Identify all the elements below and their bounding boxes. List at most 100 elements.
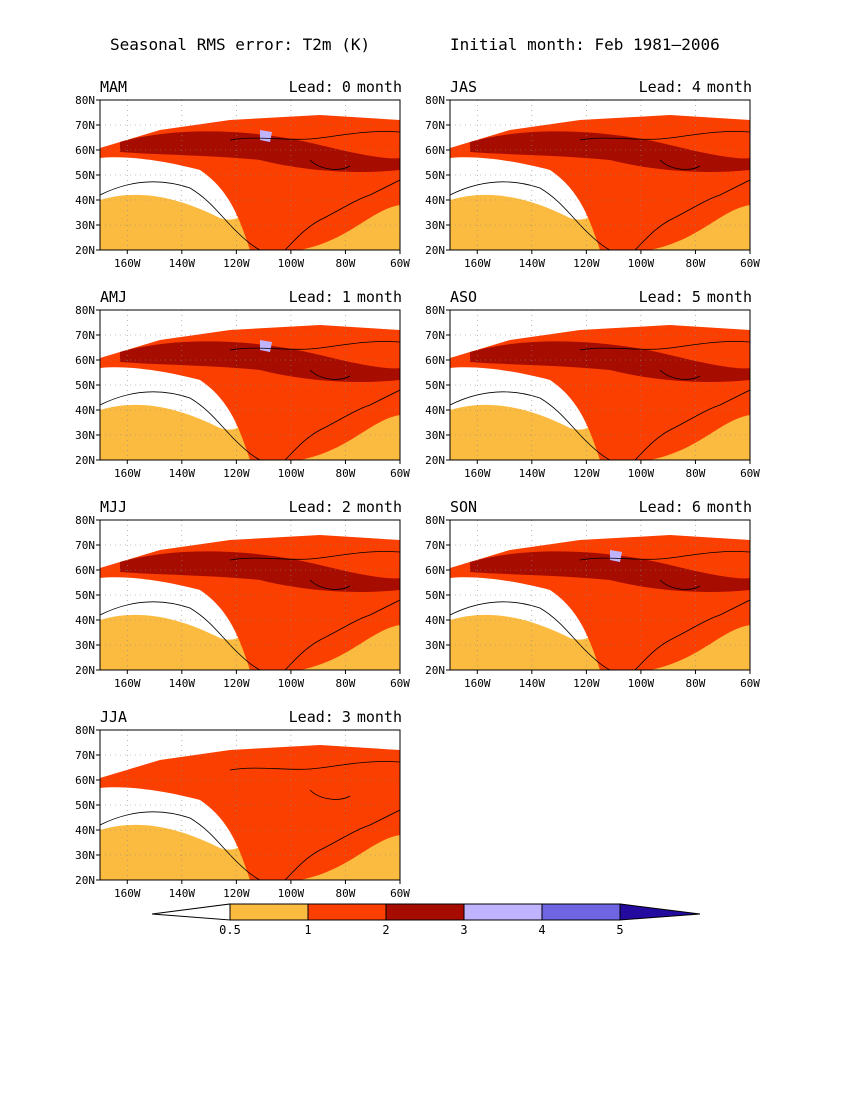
colorbar: 0.5 1 2 3 4 5	[151, 903, 701, 937]
lat-tick-label: 40N	[75, 614, 95, 627]
lon-tick-label: 100W	[278, 467, 305, 480]
colorbar-level-label: 4	[538, 923, 545, 937]
lon-tick-label: 160W	[464, 467, 491, 480]
lat-tick-label: 30N	[425, 219, 445, 232]
lon-tick-label: 120W	[223, 467, 250, 480]
lat-tick-label: 20N	[425, 664, 445, 677]
lat-tick-label: 80N	[75, 304, 95, 317]
rms-contour-2-3	[120, 131, 400, 172]
lon-tick-label: 120W	[223, 257, 250, 270]
colorbar-segment	[385, 903, 465, 921]
lon-tick-label: 120W	[573, 257, 600, 270]
rms-contour-2-3	[470, 551, 750, 592]
map-panel-mam: MAM Lead: 0 month 20N 30N 40N 50N 60N 70N 80N 160W 1…	[50, 78, 410, 278]
coastline-arctic	[229, 131, 400, 170]
panel-season: AMJ	[100, 288, 128, 306]
lat-tick-label: 30N	[75, 639, 95, 652]
lat-tick-label: 60N	[75, 774, 95, 787]
lat-tick-label: 60N	[75, 564, 95, 577]
lon-tick-label: 140W	[169, 257, 196, 270]
rms-contour-3-4	[260, 130, 272, 142]
lat-tick-label: 70N	[75, 539, 95, 552]
lat-tick-label: 70N	[75, 329, 95, 342]
colorbar-level-label: 1	[304, 923, 311, 937]
coastline	[450, 599, 750, 670]
lon-tick-label: 100W	[628, 467, 655, 480]
lat-tick-label: 20N	[425, 244, 445, 257]
lon-tick-label: 160W	[114, 467, 141, 480]
lat-tick-label: 40N	[75, 404, 95, 417]
map-plot: 20N 30N 40N 50N 60N 70N 80N 160W 140W 120W 100W 80W…	[425, 514, 760, 690]
coastline	[100, 809, 400, 880]
lon-tick-label: 160W	[114, 887, 141, 900]
map-panel-amj: AMJ Lead: 1 month 20N 30N 40N 50N 60N 70N 80N 160W 1…	[50, 288, 410, 488]
lat-tick-label: 70N	[75, 749, 95, 762]
lat-tick-label: 30N	[75, 849, 95, 862]
lon-tick-label: 140W	[169, 467, 196, 480]
coastline-arctic	[579, 131, 750, 170]
figure-initial-month: Initial month: Feb 1981–2006	[450, 35, 720, 54]
coastline	[100, 389, 400, 460]
lon-tick-label: 60W	[740, 257, 760, 270]
lon-tick-label: 100W	[278, 257, 305, 270]
lon-tick-label: 120W	[223, 887, 250, 900]
coastline-arctic	[579, 551, 750, 590]
lon-tick-label: 120W	[573, 467, 600, 480]
lat-tick-label: 30N	[75, 219, 95, 232]
panel-lead: Lead: 0 month	[288, 78, 402, 96]
lon-tick-label: 80W	[336, 887, 356, 900]
lat-tick-label: 50N	[75, 589, 95, 602]
lat-tick-label: 50N	[75, 799, 95, 812]
rms-contour-1-2	[100, 745, 400, 880]
coastline	[100, 179, 400, 250]
colorbar-over-arrow	[619, 903, 701, 921]
panel-lead: Lead: 2 month	[288, 498, 402, 516]
rms-contour-3-4	[260, 340, 272, 352]
lat-tick-label: 60N	[425, 144, 445, 157]
lat-tick-label: 60N	[425, 564, 445, 577]
coastline-arctic	[579, 341, 750, 380]
colorbar-level-label: 2	[382, 923, 389, 937]
lat-tick-label: 20N	[75, 244, 95, 257]
panel-season: MAM	[100, 78, 128, 96]
rms-contour-2-3	[470, 341, 750, 382]
map-plot: 20N 30N 40N 50N 60N 70N 80N 160W 140W 120W 100W 80W…	[75, 304, 410, 480]
panel-lead: Lead: 5 month	[638, 288, 752, 306]
coastline-arctic	[229, 761, 400, 800]
coastline	[450, 389, 750, 460]
rms-contour-2-3	[120, 341, 400, 382]
panel-lead: Lead: 3 month	[288, 708, 402, 726]
map-plot: 20N 30N 40N 50N 60N 70N 80N 160W 140W 120W 100W 80W…	[425, 304, 760, 480]
colorbar-level-label: 0.5	[219, 923, 241, 937]
colorbar-segment	[307, 903, 387, 921]
figure-title: Seasonal RMS error: T2m (K)	[110, 35, 371, 54]
lat-tick-label: 40N	[75, 194, 95, 207]
map-plot: 20N 30N 40N 50N 60N 70N 80N 160W 140W 120W 100W 80W…	[75, 724, 410, 900]
lat-tick-label: 30N	[75, 429, 95, 442]
lat-tick-label: 70N	[425, 329, 445, 342]
lon-tick-label: 160W	[464, 257, 491, 270]
panel-lead: Lead: 4 month	[638, 78, 752, 96]
coastline	[100, 599, 400, 670]
colorbar-level-label: 3	[460, 923, 467, 937]
lat-tick-label: 40N	[425, 614, 445, 627]
lat-tick-label: 20N	[425, 454, 445, 467]
panel-season: MJJ	[100, 498, 128, 516]
lat-tick-label: 60N	[75, 144, 95, 157]
colorbar-segment	[541, 903, 621, 921]
panel-season: ASO	[450, 288, 478, 306]
lat-tick-label: 50N	[425, 169, 445, 182]
lat-tick-label: 80N	[425, 514, 445, 527]
map-panel-jas: JAS Lead: 4 month 20N 30N 40N 50N 60N 70N 80N 160W 1…	[400, 78, 760, 278]
lon-tick-label: 100W	[278, 677, 305, 690]
lon-tick-label: 140W	[519, 677, 546, 690]
lon-tick-label: 140W	[519, 257, 546, 270]
colorbar-segment	[463, 903, 543, 921]
lon-tick-label: 60W	[390, 677, 410, 690]
lat-tick-label: 80N	[75, 724, 95, 737]
lat-tick-label: 80N	[75, 514, 95, 527]
lat-tick-label: 30N	[425, 429, 445, 442]
map-panel-jja: JJA Lead: 3 month 20N 30N 40N 50N 60N 70N 80N 160W 1…	[50, 708, 410, 908]
lat-tick-label: 20N	[75, 874, 95, 887]
map-panel-aso: ASO Lead: 5 month 20N 30N 40N 50N 60N 70N 80N 160W 1…	[400, 288, 760, 488]
